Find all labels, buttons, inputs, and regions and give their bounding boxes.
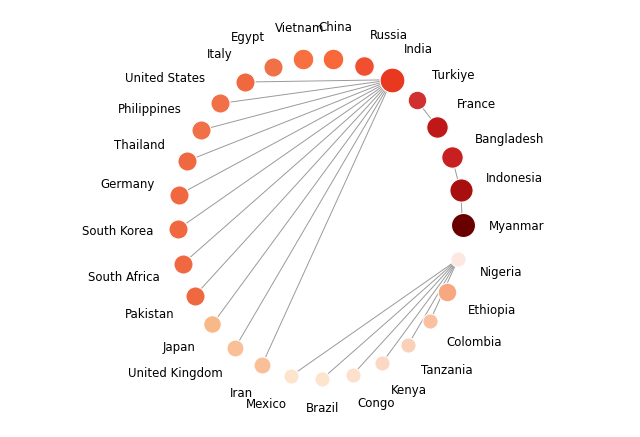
Point: [239, 79, 250, 86]
Text: France: France: [457, 98, 496, 111]
Text: India: India: [404, 43, 433, 56]
Point: [196, 127, 206, 134]
Point: [328, 55, 339, 62]
Text: Mexico: Mexico: [246, 398, 287, 411]
Point: [230, 344, 240, 351]
Point: [453, 256, 463, 263]
Text: Congo: Congo: [357, 397, 395, 410]
Point: [348, 371, 358, 378]
Point: [182, 158, 192, 165]
Text: South Korea: South Korea: [82, 225, 154, 238]
Text: South Africa: South Africa: [88, 271, 160, 284]
Point: [172, 226, 182, 233]
Text: China: China: [319, 21, 353, 34]
Text: Ethiopia: Ethiopia: [468, 304, 516, 317]
Point: [317, 375, 327, 382]
Text: Indonesia: Indonesia: [486, 172, 543, 185]
Text: Turkiye: Turkiye: [432, 69, 474, 82]
Text: Thailand: Thailand: [113, 139, 164, 152]
Text: Tanzania: Tanzania: [421, 364, 472, 377]
Text: Italy: Italy: [207, 48, 233, 61]
Point: [403, 341, 413, 348]
Text: Vietnam: Vietnam: [275, 21, 324, 35]
Point: [432, 123, 442, 130]
Point: [178, 260, 188, 267]
Point: [286, 372, 296, 379]
Point: [358, 62, 369, 69]
Text: Iran: Iran: [230, 387, 253, 400]
Point: [387, 76, 397, 83]
Text: Philippines: Philippines: [118, 103, 181, 116]
Point: [376, 360, 387, 367]
Point: [458, 222, 468, 229]
Point: [207, 321, 218, 328]
Text: United States: United States: [125, 72, 205, 85]
Point: [173, 191, 184, 198]
Text: Kenya: Kenya: [390, 384, 427, 397]
Point: [268, 63, 278, 70]
Text: Germany: Germany: [100, 178, 155, 191]
Text: Egypt: Egypt: [231, 31, 266, 44]
Text: Japan: Japan: [163, 340, 196, 354]
Text: Myanmar: Myanmar: [489, 220, 545, 232]
Point: [442, 288, 452, 295]
Text: Nigeria: Nigeria: [480, 266, 522, 279]
Point: [215, 100, 225, 107]
Text: United Kingdom: United Kingdom: [128, 367, 223, 380]
Point: [257, 362, 267, 369]
Text: Bangladesh: Bangladesh: [475, 133, 544, 146]
Point: [456, 187, 466, 194]
Point: [447, 153, 457, 160]
Point: [412, 97, 422, 104]
Text: Pakistan: Pakistan: [125, 308, 174, 321]
Text: Colombia: Colombia: [447, 336, 502, 349]
Point: [298, 55, 308, 62]
Point: [189, 292, 200, 299]
Text: Russia: Russia: [371, 29, 408, 42]
Text: Brazil: Brazil: [305, 402, 339, 415]
Point: [425, 317, 435, 324]
